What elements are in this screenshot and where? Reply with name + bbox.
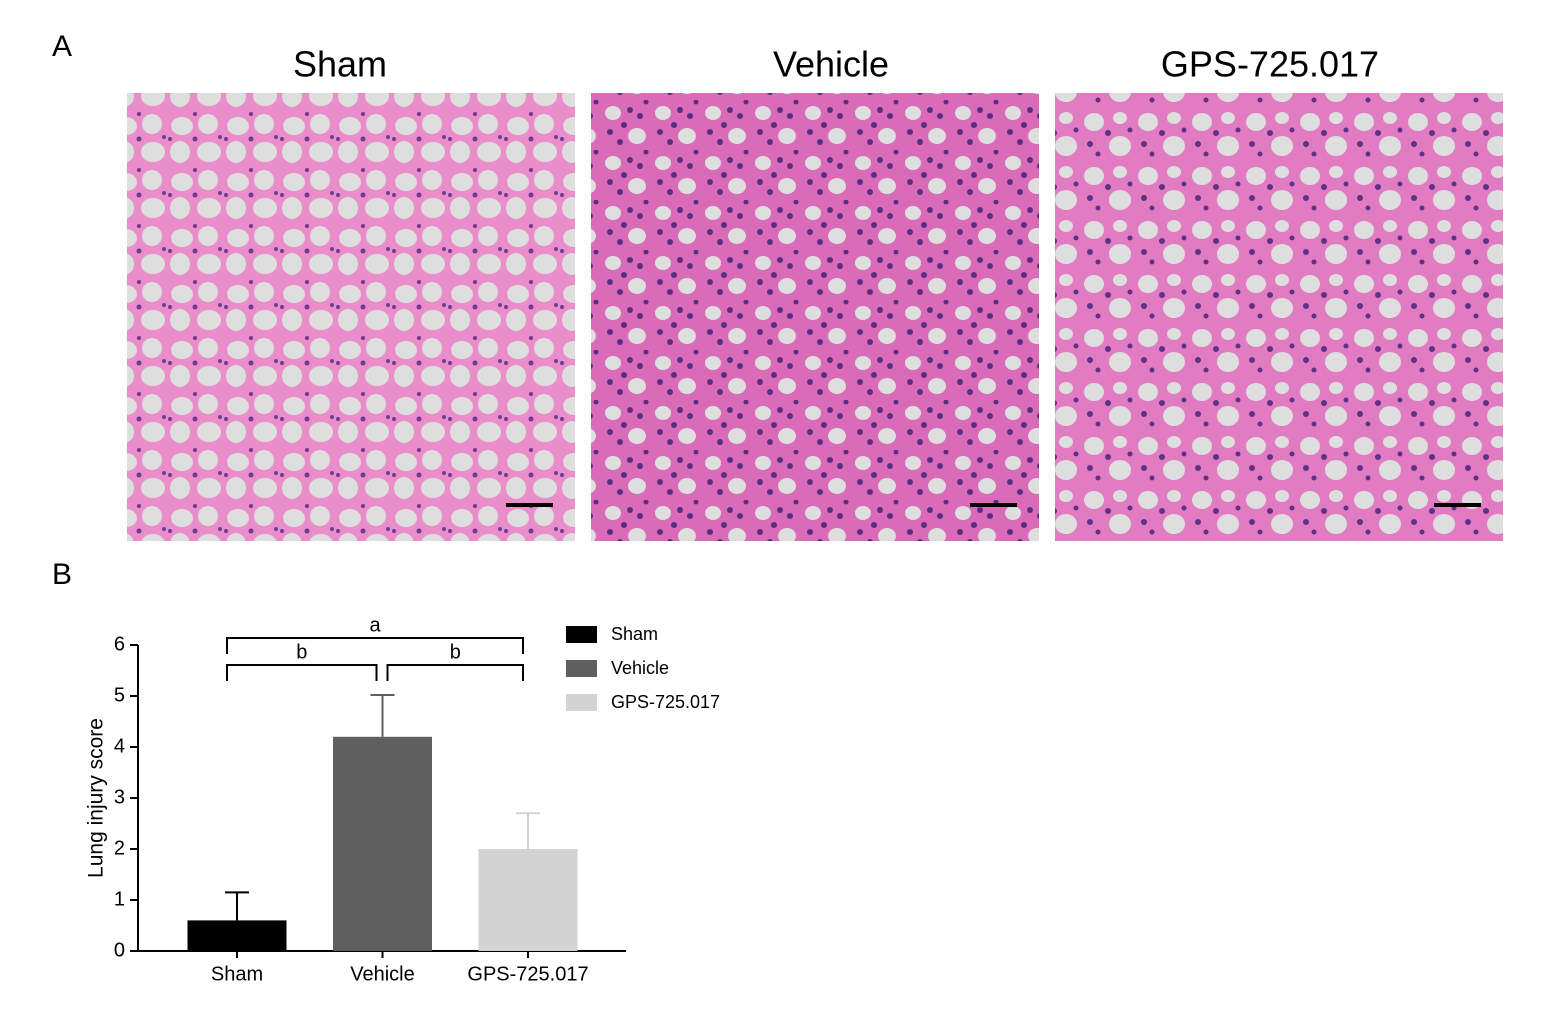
y-tick-label: 5: [114, 684, 125, 706]
x-tick-label: Sham: [211, 963, 263, 985]
y-tick-label: 3: [114, 786, 125, 808]
bar: [478, 849, 578, 951]
legend-label: GPS-725.017: [611, 692, 720, 712]
significance-bracket: [226, 637, 524, 654]
image-title: GPS-725.017: [1161, 44, 1379, 85]
legend-label: Vehicle: [611, 658, 669, 678]
histology-image: [591, 93, 1039, 541]
significance-bracket: [386, 664, 524, 681]
significance-label: b: [450, 641, 461, 663]
y-tick-label: 4: [114, 735, 125, 757]
x-tick-label: Vehicle: [350, 963, 415, 985]
y-axis-label: Lung injury score: [85, 718, 108, 878]
bar: [333, 736, 432, 951]
histology-image: [127, 93, 575, 541]
legend-swatch: [566, 694, 597, 711]
legend-label: Sham: [611, 624, 658, 644]
image-title: Vehicle: [773, 44, 889, 85]
histology-image: [1055, 93, 1503, 541]
x-tick-label: GPS-725.017: [467, 963, 588, 985]
panel-label: B: [52, 558, 72, 591]
significance-label: b: [296, 641, 307, 663]
y-tick-label: 0: [114, 939, 125, 961]
significance-label: a: [369, 614, 381, 636]
legend-swatch: [566, 626, 597, 643]
image-title: Sham: [293, 44, 387, 85]
legend-swatch: [566, 660, 597, 677]
y-tick-label: 1: [114, 888, 125, 910]
panel-label: A: [52, 30, 72, 63]
bar: [187, 920, 287, 951]
y-tick-label: 6: [114, 633, 125, 655]
significance-bracket: [226, 664, 378, 681]
y-tick-label: 2: [114, 837, 125, 859]
